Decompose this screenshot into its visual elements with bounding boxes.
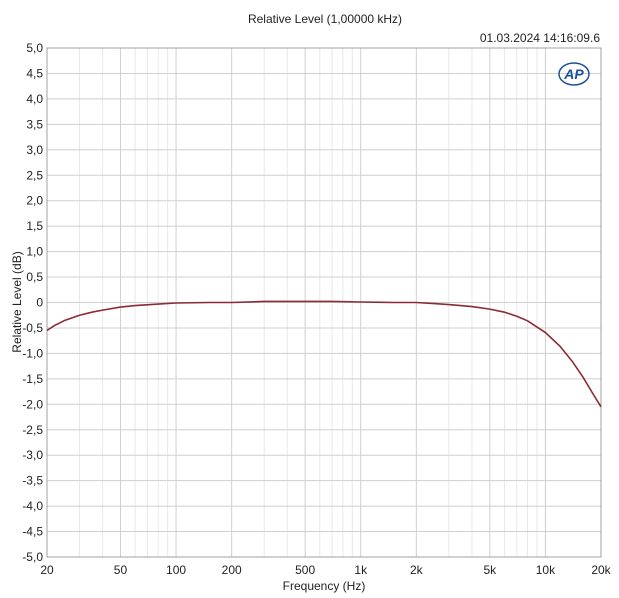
y-tick-label: -4,0 bbox=[22, 499, 43, 513]
series-line bbox=[46, 300, 602, 408]
y-tick-label: -3,0 bbox=[22, 448, 43, 462]
y-tick-labels: 5,0 4,5 4,0 3,5 3,0 2,5 2,0 1,5 1,0 0,5 0 -0,5 -1,0 -… bbox=[22, 41, 43, 564]
y-tick-label: 4,0 bbox=[26, 92, 43, 106]
y-tick-label: -1,0 bbox=[22, 346, 43, 360]
timestamp: 01.03.2024 14:16:09.6 bbox=[480, 31, 600, 45]
y-tick-label: 2,0 bbox=[26, 194, 43, 208]
x-tick-label: 1k bbox=[354, 563, 368, 577]
y-tick-label: -0,5 bbox=[22, 321, 43, 335]
ap-logo-ring bbox=[558, 62, 590, 86]
chart-title: Relative Level (1,00000 kHz) bbox=[248, 12, 402, 26]
y-tick-label: -2,5 bbox=[22, 423, 43, 437]
y-tick-label: -5,0 bbox=[22, 550, 43, 564]
y-tick-label: 3,5 bbox=[26, 117, 43, 131]
y-tick-label: -4,5 bbox=[22, 525, 43, 539]
y-tick-label: 2,5 bbox=[26, 168, 43, 182]
y-tick-label: -3,5 bbox=[22, 474, 43, 488]
x-tick-label: 50 bbox=[114, 563, 128, 577]
x-tick-label: 10k bbox=[536, 563, 556, 577]
ap-logo-text: AP bbox=[563, 66, 584, 82]
x-tick-label: 500 bbox=[295, 563, 315, 577]
x-tick-label: 20 bbox=[40, 563, 54, 577]
x-tick-label: 20k bbox=[591, 563, 611, 577]
y-tick-label: 3,0 bbox=[26, 143, 43, 157]
x-axis-label: Frequency (Hz) bbox=[283, 579, 366, 593]
y-tick-label: -1,5 bbox=[22, 372, 43, 386]
x-tick-label: 200 bbox=[222, 563, 242, 577]
y-tick-label: 0,5 bbox=[26, 270, 43, 284]
x-tick-labels: 20 50 100 200 500 1k 2k 5k 10k 20k bbox=[40, 563, 611, 577]
y-axis-label: Relative Level (dB) bbox=[10, 251, 24, 352]
y-tick-label: 1,5 bbox=[26, 219, 43, 233]
y-tick-label: -2,0 bbox=[22, 397, 43, 411]
y-tick-label: 0 bbox=[36, 296, 43, 310]
y-tick-label: 4,5 bbox=[26, 66, 43, 80]
major-grid bbox=[46, 47, 602, 558]
y-tick-label: 5,0 bbox=[26, 41, 43, 55]
x-tick-label: 100 bbox=[166, 563, 186, 577]
x-tick-label: 2k bbox=[410, 563, 424, 577]
ap-logo: AP bbox=[558, 62, 590, 86]
y-tick-label: 1,0 bbox=[26, 245, 43, 259]
x-tick-label: 5k bbox=[483, 563, 497, 577]
plot-frame bbox=[46, 47, 602, 558]
